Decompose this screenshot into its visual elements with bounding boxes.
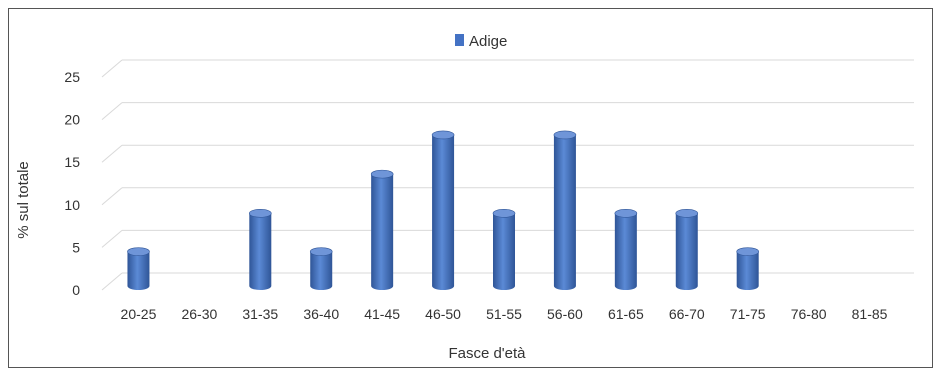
- y-tick-label: 10: [64, 197, 80, 213]
- x-tick-label: 26-30: [181, 306, 217, 322]
- x-tick-label: 76-80: [791, 306, 827, 322]
- gridline-depth: [101, 230, 123, 248]
- bar: [675, 209, 699, 290]
- bar: [736, 247, 759, 290]
- legend-label-adige: Adige: [469, 33, 507, 50]
- y-tick-label: 20: [64, 112, 80, 128]
- bar-body: [675, 213, 698, 290]
- bar-top: [736, 247, 759, 256]
- bar-body: [614, 213, 637, 290]
- gridline-depth: [101, 187, 123, 206]
- x-axis-title: Fasce d'età: [448, 345, 526, 362]
- x-tick-label: 81-85: [852, 306, 888, 322]
- bar-top: [614, 209, 638, 218]
- y-tick-label: 0: [72, 282, 80, 298]
- x-tick-label: 31-35: [242, 306, 278, 322]
- x-tick-label: 61-65: [608, 306, 644, 322]
- bar: [431, 130, 455, 290]
- bar-body: [371, 174, 394, 290]
- y-tick-label: 15: [64, 154, 80, 170]
- bar: [370, 169, 394, 290]
- x-tick-label: 41-45: [364, 306, 400, 322]
- bar: [309, 247, 333, 290]
- gridline-depth: [101, 102, 123, 120]
- bar-top: [309, 247, 333, 256]
- bar-body: [127, 251, 150, 290]
- x-tick-label: 56-60: [547, 306, 583, 322]
- legend: Adige: [455, 33, 507, 50]
- gridline-depth: [101, 144, 123, 163]
- bar-top: [370, 169, 394, 179]
- bar: [492, 209, 516, 290]
- bar-body: [432, 134, 455, 290]
- bar: [553, 130, 577, 290]
- x-tick-label: 71-75: [730, 306, 766, 322]
- bar-top: [431, 130, 455, 140]
- x-tick-label: 51-55: [486, 306, 522, 322]
- y-tick-label: 5: [72, 239, 80, 255]
- bar-body: [310, 251, 333, 290]
- bar: [614, 209, 638, 290]
- gridline-depth: [101, 59, 123, 78]
- bar-top: [553, 130, 577, 140]
- bar-top: [249, 209, 272, 218]
- bar-top: [492, 209, 516, 218]
- bar-top: [675, 209, 699, 218]
- bar-body: [493, 213, 515, 290]
- y-tick-label: 25: [64, 69, 80, 85]
- bar: [249, 209, 272, 290]
- legend-swatch-adige: [455, 34, 464, 46]
- x-axis-ticks: 20-25 26-30 31-35 36-40 41-45 46-50 51-55 56-60…: [121, 306, 888, 322]
- y-axis-title: % sul totale: [15, 161, 32, 239]
- gridline-depth: [101, 272, 123, 291]
- bar-body: [249, 213, 272, 290]
- bar: [127, 247, 150, 290]
- bar-body: [553, 134, 576, 290]
- x-tick-label: 66-70: [669, 306, 705, 322]
- bar-body: [736, 251, 759, 290]
- bars: [127, 130, 759, 290]
- x-tick-label: 36-40: [303, 306, 339, 322]
- x-tick-label: 46-50: [425, 306, 461, 322]
- y-axis-ticks: 0 5 10 15 20 25: [64, 69, 80, 298]
- bar-top: [127, 247, 150, 256]
- x-tick-label: 20-25: [121, 306, 157, 322]
